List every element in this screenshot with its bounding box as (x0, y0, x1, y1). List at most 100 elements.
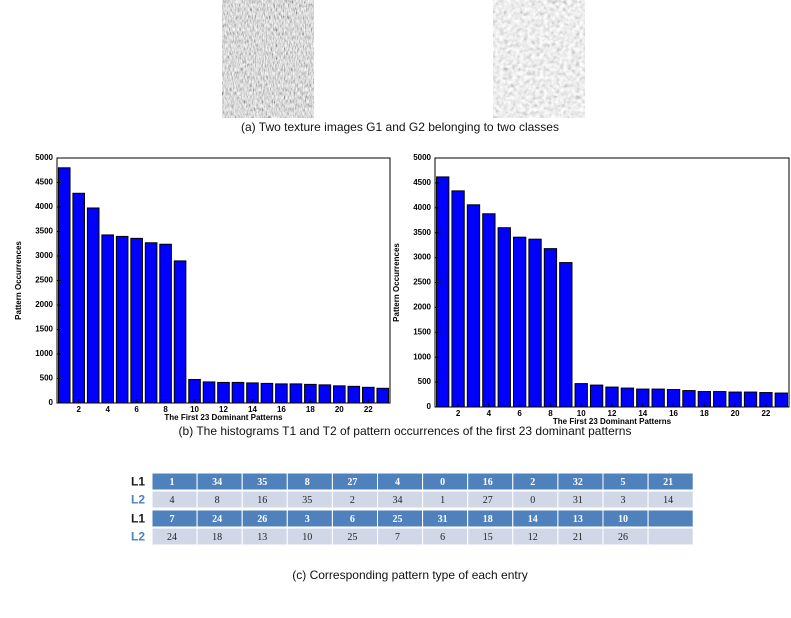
x-tick-label: 4 (487, 409, 492, 418)
bar (115, 235, 129, 404)
bar (57, 167, 71, 404)
bar (559, 262, 573, 408)
bar (289, 383, 303, 404)
bar (451, 190, 465, 408)
bar (543, 248, 558, 408)
cell-text: 31 (438, 514, 448, 525)
cell-text: 2 (350, 495, 355, 506)
bar (620, 387, 635, 408)
table-cell (422, 472, 469, 491)
y-tick-label: 2000 (35, 300, 53, 309)
cell-text: 25 (347, 532, 357, 543)
table-cell (151, 472, 198, 491)
cell-text: 3 (621, 495, 626, 506)
table-cell (647, 509, 694, 528)
x-tick-label: 16 (669, 409, 678, 418)
y-tick-label: 2500 (35, 276, 53, 285)
x-tick-label: 20 (731, 409, 740, 418)
bar (512, 236, 527, 408)
cell-text: 35 (257, 477, 267, 488)
cell-text: 26 (257, 514, 267, 525)
table-cell (286, 472, 333, 491)
table-cell (602, 472, 649, 491)
x-tick-label: 2 (456, 409, 461, 418)
bar (130, 237, 143, 404)
cell-text: 10 (618, 514, 628, 525)
x-tick-label: 8 (163, 405, 168, 414)
cell-text: 24 (212, 514, 222, 525)
cell-text: 34 (393, 495, 403, 506)
table-cell (151, 509, 198, 528)
x-tick-label: 8 (548, 409, 553, 418)
bar (497, 227, 511, 408)
caption: (b) The histograms T1 and T2 of pattern … (179, 424, 632, 438)
cell-text: 10 (302, 532, 312, 543)
cell-text: 18 (212, 532, 222, 543)
y-tick-label: 500 (418, 377, 432, 386)
row-label: L1 (131, 512, 145, 526)
cell-text: 6 (350, 514, 355, 525)
cell-text: 13 (573, 514, 583, 525)
bar (86, 207, 100, 404)
x-tick-label: 6 (517, 409, 522, 418)
bar (202, 381, 216, 404)
cell-text: 15 (483, 532, 493, 543)
bar (774, 392, 788, 408)
cell-text: 0 (440, 477, 445, 488)
y-tick-label: 1500 (35, 325, 53, 334)
cell-text: 13 (257, 532, 267, 543)
bar (173, 260, 187, 404)
cell-text: 18 (483, 514, 493, 525)
cell-text: 7 (170, 514, 175, 525)
cell-text: 31 (573, 495, 583, 506)
x-tick-label: 12 (608, 409, 617, 418)
table-cell (512, 490, 559, 509)
x-tick-label: 22 (761, 409, 770, 418)
cell-text: 16 (483, 477, 493, 488)
x-tick-label: 18 (306, 405, 315, 414)
x-tick-label: 10 (577, 409, 586, 418)
x-tick-label: 20 (335, 405, 344, 414)
cell-text: 6 (440, 532, 445, 543)
y-tick-label: 1000 (413, 352, 431, 361)
cell-text: 2 (530, 477, 535, 488)
cell-text: 21 (573, 532, 583, 543)
bar (318, 384, 332, 404)
y-tick-label: 3000 (35, 251, 53, 260)
bar (101, 234, 114, 404)
y-tick-label: 500 (40, 374, 54, 383)
caption: (c) Corresponding pattern type of each e… (292, 568, 527, 582)
bar (260, 382, 274, 404)
y-tick-label: 3000 (413, 253, 431, 262)
cell-text: 35 (302, 495, 312, 506)
cell-text: 27 (483, 495, 493, 506)
cell-text: 8 (305, 477, 310, 488)
y-tick-label: 2500 (413, 278, 431, 287)
cell-text: 1 (170, 477, 175, 488)
cell-text: 14 (528, 514, 538, 525)
y-tick-label: 5000 (35, 153, 53, 162)
x-tick-label: 6 (134, 405, 139, 414)
table-cell (647, 527, 694, 546)
cell-text: 8 (215, 495, 220, 506)
row-label: L1 (131, 475, 145, 489)
cell-text: 16 (257, 495, 267, 506)
table-cell (331, 490, 378, 509)
x-tick-label: 10 (190, 405, 199, 414)
table-cell (512, 472, 559, 491)
table-cell (647, 490, 694, 509)
y-tick-label: 1500 (413, 327, 431, 336)
cell-text: 7 (395, 532, 400, 543)
table-cell (377, 472, 424, 491)
cell-text: 3 (305, 514, 310, 525)
bar (682, 390, 696, 408)
x-tick-label: 18 (700, 409, 709, 418)
cell-text: 24 (167, 532, 177, 543)
bar (713, 391, 727, 408)
y-tick-label: 0 (427, 402, 432, 411)
cell-text: 5 (621, 477, 626, 488)
y-tick-label: 3500 (35, 227, 53, 236)
caption: (a) Two texture images G1 and G2 belongi… (241, 120, 559, 134)
x-tick-label: 4 (105, 405, 110, 414)
bar (482, 213, 496, 408)
